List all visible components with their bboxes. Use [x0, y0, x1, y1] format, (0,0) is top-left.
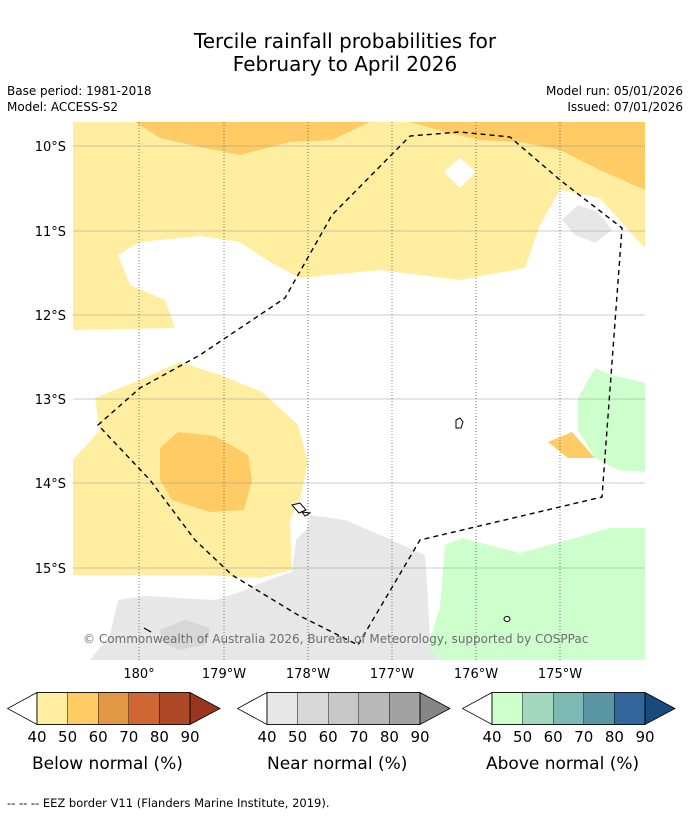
colorbar-swatch [522, 692, 554, 725]
base-period: Base period: 1981-2018 [7, 84, 152, 98]
island-central [291, 502, 307, 514]
colorbar-tick-label: 70 [574, 728, 594, 746]
colorbar-tick-label: 60 [543, 728, 563, 746]
map-fields [73, 122, 645, 660]
below-40-north-region [73, 122, 645, 330]
colorbar-tick-label: 50 [58, 728, 78, 746]
colorbar-tick-label: 50 [288, 728, 308, 746]
colorbar-tick-label: 40 [27, 728, 47, 746]
colorbar-tick-label: 40 [257, 728, 277, 746]
colorbar-tick-label: 90 [635, 728, 655, 746]
colorbar-frame [266, 692, 421, 725]
colorbar-frame [491, 692, 646, 725]
colorbar-swatch [128, 692, 160, 725]
y-tick-label: 14°S [35, 477, 66, 492]
model-run: Model run: 05/01/2026 [545, 84, 683, 98]
colorbar-swatch [97, 692, 129, 725]
below-normal-label: Below normal (%) [32, 754, 183, 774]
eez-footnote: -- -- -- EEZ border V11 (Flanders Marine… [7, 796, 330, 810]
x-tick-label: 176°W [454, 667, 498, 680]
colorbar-swatch [36, 692, 68, 725]
gridlines [73, 122, 645, 660]
title-line-2: February to April 2026 [232, 52, 458, 76]
colorbar-tick-label: 90 [180, 728, 200, 746]
near-50-south-patch [160, 620, 210, 650]
colorbar-over-arrow [419, 692, 451, 726]
colorbar-tick-label: 70 [349, 728, 369, 746]
colorbar-tick-label: 80 [379, 728, 399, 746]
colorbar-swatch [266, 692, 298, 725]
x-tick-labels: 180° 179°W 178°W 177°W 176°W 175°W [123, 667, 582, 680]
island-east [455, 417, 464, 429]
colorbar-above [462, 692, 676, 726]
meta-left: Base period: 1981-2018 Model: ACCESS-S2 [7, 83, 152, 115]
colorbar-tick-label: 70 [119, 728, 139, 746]
colorbar-tick-label: 40 [482, 728, 502, 746]
colorbar-tick-label: 50 [513, 728, 533, 746]
colorbar-tick-label: 80 [149, 728, 169, 746]
x-tick-label: 178°W [286, 667, 330, 680]
colorbar-below [7, 692, 221, 726]
above-normal-label: Above normal (%) [486, 754, 640, 774]
y-tick-label: 13°S [35, 393, 66, 408]
title-line-1: Tercile rainfall probabilities for [193, 29, 497, 53]
issued-date: Issued: 07/01/2026 [567, 100, 683, 114]
colorbar-under-arrow [462, 692, 493, 726]
probability-map: 10°S11°S12°S13°S14°S15°S 180° 179°W 178°W 1… [35, 122, 645, 680]
y-tick-label: 10°S [35, 140, 66, 155]
x-tick-label: 175°W [538, 667, 582, 680]
below-50-north-west [135, 122, 370, 155]
x-tick-label: 177°W [370, 667, 414, 680]
chart-title: Tercile rainfall probabilities for Febru… [0, 30, 690, 76]
colorbar-swatch [614, 692, 646, 725]
white-diamond [444, 158, 476, 188]
below-50-central [160, 432, 252, 512]
colorbar-tick-label: 90 [410, 728, 430, 746]
y-tick-label: 11°S [35, 225, 66, 240]
colorbar-swatch [67, 692, 99, 725]
colorbar-over-arrow [189, 692, 221, 726]
x-tick-label: 180° [123, 667, 154, 680]
near-normal-label: Near normal (%) [267, 754, 408, 774]
below-50-east [548, 432, 595, 458]
colorbar-over-arrow [644, 692, 676, 726]
eez-border [96, 131, 623, 646]
meta-right: Model run: 05/01/2026 Issued: 07/01/2026 [546, 83, 683, 115]
below-50-north-east [410, 122, 645, 190]
near-40-north-east [562, 205, 612, 243]
colorbar-swatch [358, 692, 390, 725]
colorbar-swatch [297, 692, 329, 725]
colorbar-swatch [327, 692, 359, 725]
colorbar-under-arrow [237, 692, 268, 726]
colorbar-swatch [159, 692, 191, 725]
y-tick-labels: 10°S 11°S 12°S 13°S 14°S 15°S [35, 140, 66, 577]
colorbar-swatch [583, 692, 615, 725]
y-tick-label: 15°S [35, 562, 66, 577]
y-tick-label: 12°S [35, 309, 66, 324]
colorbar-under-arrow [7, 692, 38, 726]
island-south-east [503, 616, 511, 622]
above-40-south-east [428, 528, 645, 660]
colorbar-swatch [491, 692, 523, 725]
island-south-west [143, 627, 152, 633]
island-central-2 [300, 511, 312, 517]
model-name: Model: ACCESS-S2 [7, 100, 119, 114]
colorbar-frame [36, 692, 191, 725]
colorbar-near [237, 692, 451, 726]
colorbar-swatch [389, 692, 421, 725]
colorbar-tick-label: 60 [318, 728, 338, 746]
above-40-east [578, 368, 645, 472]
copyright-credit: © Commonwealth of Australia 2026, Bureau… [83, 632, 589, 646]
colorbar-swatch [552, 692, 584, 725]
colorbar-tick-label: 60 [88, 728, 108, 746]
x-tick-label: 179°W [202, 667, 246, 680]
colorbar-tick-label: 80 [604, 728, 624, 746]
